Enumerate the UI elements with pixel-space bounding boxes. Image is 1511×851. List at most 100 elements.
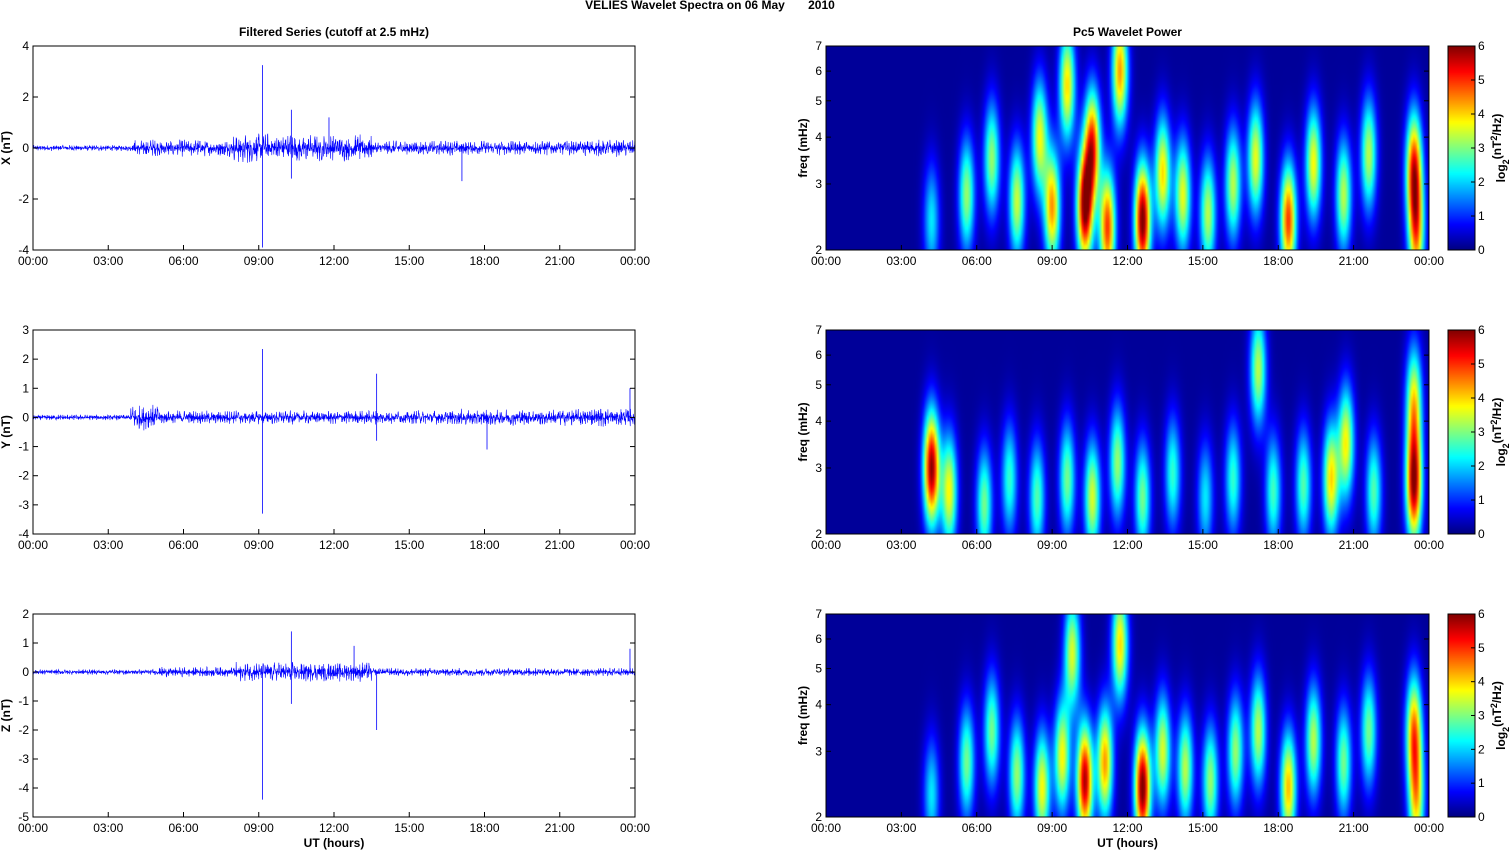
y-axis-label: X (nT) bbox=[0, 131, 13, 165]
x-tick-label: 06:00 bbox=[962, 538, 992, 552]
colorbar-tick-label: 0 bbox=[1478, 810, 1485, 824]
x-axis-label: UT (hours) bbox=[1097, 836, 1158, 850]
y-tick-label: 0 bbox=[22, 665, 29, 679]
x-tick-label: 15:00 bbox=[394, 254, 424, 268]
colorbar-tick-label: 4 bbox=[1478, 675, 1485, 689]
y-tick-label: -1 bbox=[18, 694, 29, 708]
x-tick-label: 15:00 bbox=[1188, 538, 1218, 552]
x-tick-label: 18:00 bbox=[469, 538, 499, 552]
x-tick-label: 00:00 bbox=[811, 821, 841, 835]
x-tick-label: 09:00 bbox=[1037, 254, 1067, 268]
y-axis-label: freq (mHz) bbox=[796, 686, 810, 745]
colorbar-tick-label: 5 bbox=[1478, 73, 1485, 87]
data-trace bbox=[32, 404, 636, 431]
colorbar-tick-label: 1 bbox=[1478, 493, 1485, 507]
colorbar bbox=[1448, 614, 1475, 817]
colorbar-tick-label: 6 bbox=[1478, 323, 1485, 337]
x-tick-label: 03:00 bbox=[93, 821, 123, 835]
colorbar-label: log2(nT2/Hz) bbox=[1489, 681, 1511, 750]
y-tick-label: 3 bbox=[815, 461, 822, 475]
x-tick-label: 00:00 bbox=[620, 538, 650, 552]
y-tick-label: 4 bbox=[815, 414, 822, 428]
x-tick-label: 15:00 bbox=[394, 538, 424, 552]
y-axis-label: Z (nT) bbox=[0, 699, 13, 732]
y-tick-label: 2 bbox=[815, 243, 822, 257]
colorbar-tick-label: 0 bbox=[1478, 243, 1485, 257]
x-tick-label: 06:00 bbox=[962, 821, 992, 835]
colorbar-tick-label: 3 bbox=[1478, 425, 1485, 439]
x-tick-label: 00:00 bbox=[620, 821, 650, 835]
colorbar-tick-label: 6 bbox=[1478, 39, 1485, 53]
y-axis-label: freq (mHz) bbox=[796, 402, 810, 461]
x-tick-label: 18:00 bbox=[1263, 821, 1293, 835]
x-tick-label: 00:00 bbox=[811, 254, 841, 268]
y-tick-label: -3 bbox=[18, 498, 29, 512]
x-tick-label: 00:00 bbox=[1414, 254, 1444, 268]
colorbar bbox=[1448, 330, 1475, 534]
x-tick-label: 09:00 bbox=[244, 254, 274, 268]
x-tick-label: 12:00 bbox=[1112, 821, 1142, 835]
colorbar-tick-label: 0 bbox=[1478, 527, 1485, 541]
x-tick-label: 18:00 bbox=[469, 254, 499, 268]
y-tick-label: -5 bbox=[18, 810, 29, 824]
x-tick-label: 09:00 bbox=[1037, 538, 1067, 552]
colorbar-tick-label: 3 bbox=[1478, 141, 1485, 155]
y-tick-label: -4 bbox=[18, 243, 29, 257]
y-tick-label: -4 bbox=[18, 781, 29, 795]
wavelet-power-image bbox=[826, 330, 1429, 534]
y-tick-label: 2 bbox=[815, 527, 822, 541]
spectrogram-panel-3: 2 3 4 5 6 7 00:00 03:00 06:00 09:00 12:00 15:00 18:0… bbox=[796, 607, 1511, 850]
x-tick-label: 03:00 bbox=[886, 538, 916, 552]
y-tick-label: 2 bbox=[22, 90, 29, 104]
wavelet-power-image bbox=[826, 614, 1429, 817]
x-tick-label: 12:00 bbox=[319, 254, 349, 268]
spectrogram-panel-2: 2 3 4 5 6 7 00:00 03:00 06:00 09:00 12:00 15:00 18:0… bbox=[796, 323, 1511, 552]
y-tick-label: -2 bbox=[18, 723, 29, 737]
y-tick-label: 3 bbox=[815, 177, 822, 191]
y-tick-label: 3 bbox=[22, 323, 29, 337]
axes-box bbox=[32, 329, 636, 535]
x-tick-label: 15:00 bbox=[1188, 821, 1218, 835]
y-tick-label: 4 bbox=[22, 39, 29, 53]
colorbar-tick-label: 1 bbox=[1478, 776, 1485, 790]
x-tick-label: 18:00 bbox=[1263, 254, 1293, 268]
x-tick-label: 06:00 bbox=[168, 538, 198, 552]
panel-title: Filtered Series (cutoff at 2.5 mHz) bbox=[239, 25, 429, 39]
y-tick-label: 1 bbox=[22, 636, 29, 650]
y-tick-label: -1 bbox=[18, 440, 29, 454]
x-tick-label: 21:00 bbox=[545, 254, 575, 268]
x-tick-label: 06:00 bbox=[168, 821, 198, 835]
x-tick-label: 18:00 bbox=[469, 821, 499, 835]
x-tick-label: 09:00 bbox=[1037, 821, 1067, 835]
data-trace bbox=[32, 661, 636, 682]
x-tick-label: 12:00 bbox=[1112, 538, 1142, 552]
x-tick-label: 00:00 bbox=[811, 538, 841, 552]
y-tick-label: 6 bbox=[815, 348, 822, 362]
data-trace bbox=[32, 133, 636, 163]
y-tick-label: -2 bbox=[18, 469, 29, 483]
y-tick-label: 6 bbox=[815, 64, 822, 78]
x-tick-label: 12:00 bbox=[319, 538, 349, 552]
y-axis-label: freq (mHz) bbox=[796, 118, 810, 177]
y-tick-label: 2 bbox=[22, 352, 29, 366]
y-tick-label: 2 bbox=[815, 810, 822, 824]
colorbar-tick-label: 4 bbox=[1478, 391, 1485, 405]
x-tick-label: 15:00 bbox=[1188, 254, 1218, 268]
timeseries-panel-2: -4 -3 -2 -1 0 1 2 3 00:00 03:00 06:00 09:00 12:00 15:… bbox=[0, 323, 650, 552]
y-tick-label: 7 bbox=[815, 607, 822, 621]
colorbar-label: log2(nT2/Hz) bbox=[1489, 114, 1511, 183]
colorbar-tick-label: 5 bbox=[1478, 357, 1485, 371]
y-tick-label: -2 bbox=[18, 192, 29, 206]
x-tick-label: 21:00 bbox=[1339, 821, 1369, 835]
x-tick-label: 03:00 bbox=[93, 254, 123, 268]
panel-title: Pc5 Wavelet Power bbox=[1073, 25, 1182, 39]
colorbar-tick-label: 2 bbox=[1478, 742, 1485, 756]
x-tick-label: 15:00 bbox=[394, 821, 424, 835]
spectrogram-panel-1: 2 3 4 5 6 7 00:00 03:00 06:00 09:00 12:00 15:00 18:0… bbox=[796, 25, 1511, 268]
x-tick-label: 12:00 bbox=[319, 821, 349, 835]
wavelet-power-image bbox=[826, 46, 1429, 250]
colorbar-tick-label: 4 bbox=[1478, 107, 1485, 121]
timeseries-panel-1: -4 -2 0 2 4 00:00 03:00 06:00 09:00 12:00 15:00 18:… bbox=[0, 25, 650, 268]
x-tick-label: 00:00 bbox=[18, 538, 48, 552]
